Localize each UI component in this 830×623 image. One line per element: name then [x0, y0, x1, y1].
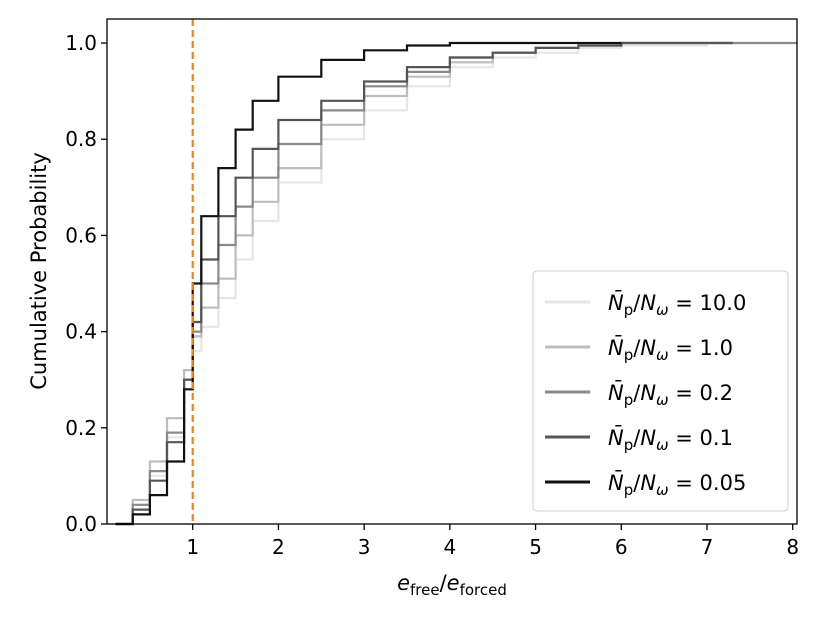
x-label-slash: / — [440, 571, 448, 595]
x-label-sub-2: forced — [460, 581, 507, 599]
legend-label-3: N̄p/Nω = 0.1 — [608, 425, 733, 454]
x-axis-ticks: 1 2 3 4 5 6 7 8 — [186, 524, 799, 559]
x-tick-label-3: 3 — [358, 535, 371, 559]
legend: N̄p/Nω = 10.0 N̄p/Nω = 1.0 N̄p/Nω = 0.2 N̄p… — [532, 270, 789, 512]
y-tick-label-0: 0.0 — [65, 512, 97, 536]
y-tick-label-4: 0.8 — [65, 127, 97, 151]
x-tick-label-1: 1 — [186, 535, 199, 559]
x-tick-label-4: 4 — [443, 535, 456, 559]
x-tick-label-7: 7 — [701, 535, 714, 559]
x-tick-label-2: 2 — [272, 535, 285, 559]
x-tick-label-8: 8 — [786, 535, 799, 559]
y-tick-label-5: 1.0 — [65, 31, 97, 55]
y-tick-label-2: 0.4 — [65, 320, 97, 344]
legend-label-2: N̄p/Nω = 0.2 — [608, 380, 733, 409]
x-tick-label-6: 6 — [615, 535, 628, 559]
y-tick-label-3: 0.6 — [65, 223, 97, 247]
x-label-main-1: e — [397, 571, 410, 595]
series-line-3 — [115, 41, 733, 526]
y-axis-ticks: 0.0 0.2 0.4 0.6 0.8 1.0 — [65, 31, 107, 536]
x-label-main-2: e — [447, 571, 460, 595]
plot-frame — [106, 18, 798, 525]
x-axis-label: efree/eforced — [397, 571, 507, 599]
legend-label-4: N̄p/Nω = 0.05 — [608, 470, 746, 499]
plot-lines — [115, 41, 797, 526]
series-line-4 — [115, 41, 622, 526]
y-axis-label: Cumulative Probability — [27, 152, 51, 390]
legend-label-1: N̄p/Nω = 1.0 — [608, 335, 733, 364]
y-tick-label-1: 0.2 — [65, 416, 97, 440]
x-tick-label-5: 5 — [529, 535, 542, 559]
legend-box — [532, 270, 789, 512]
legend-label-0: N̄p/Nω = 10.0 — [608, 290, 746, 319]
x-label-sub-1: free — [410, 581, 440, 599]
